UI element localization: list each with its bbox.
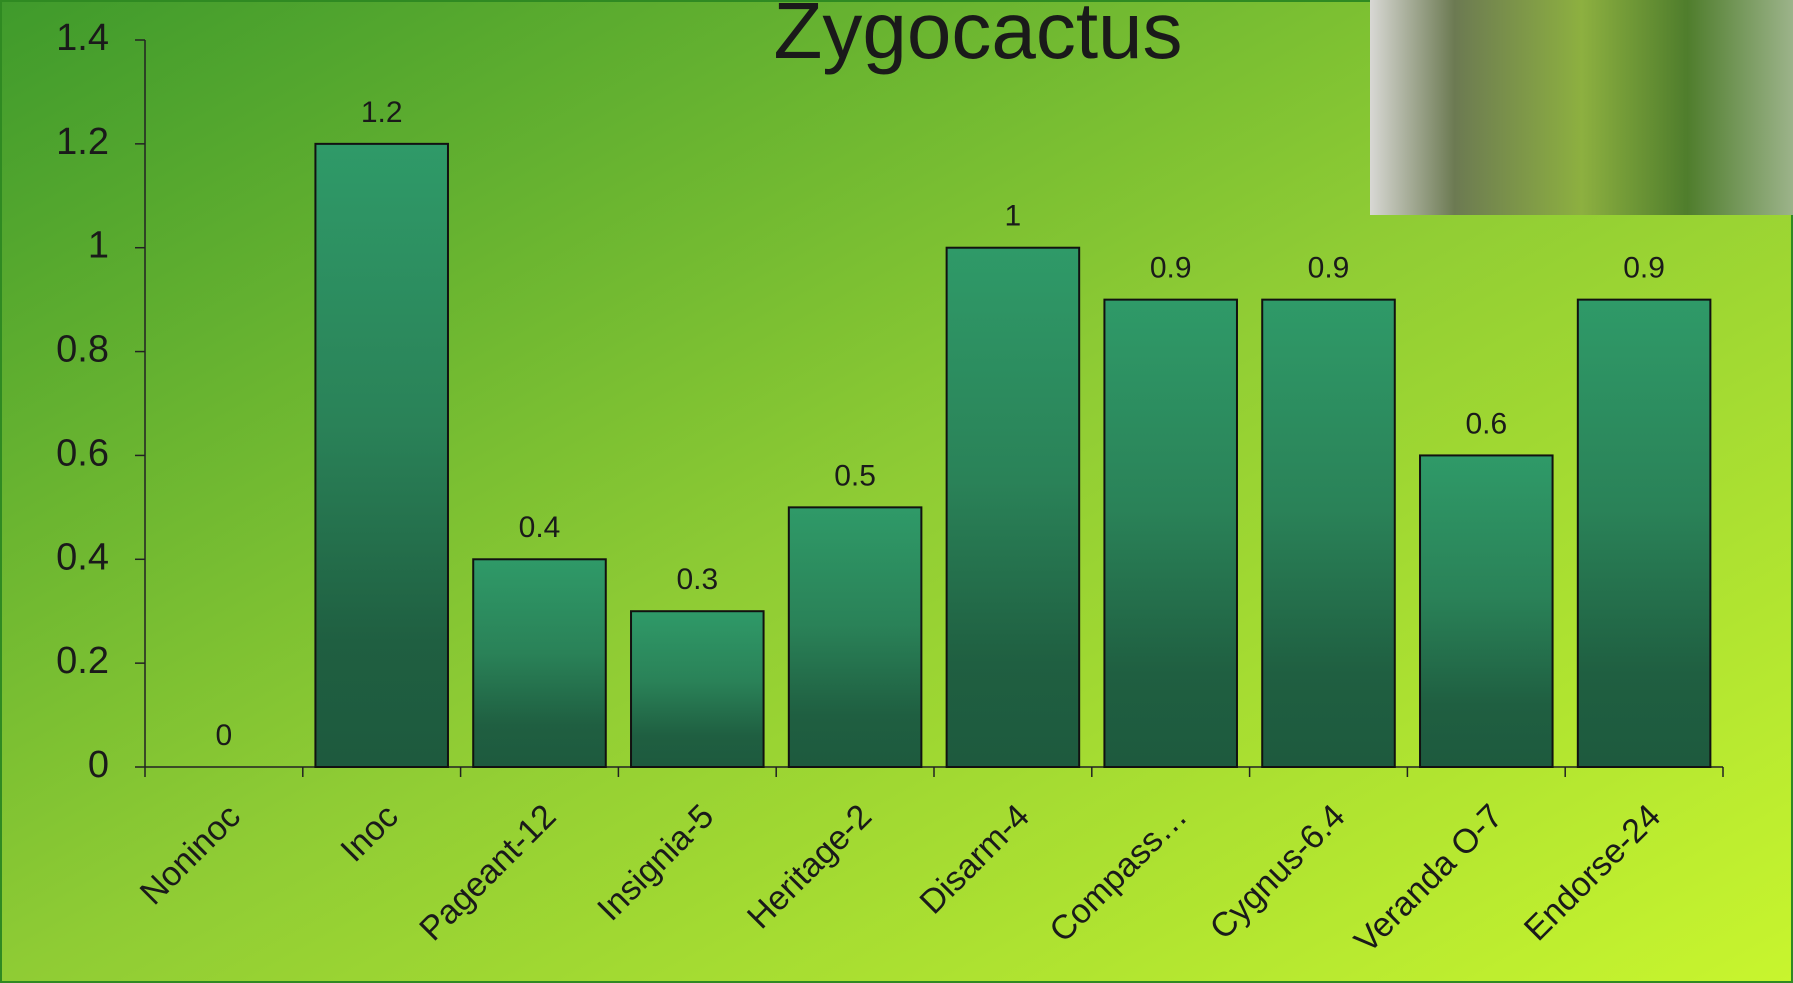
value-label: 1.2 xyxy=(361,96,403,129)
bar xyxy=(631,611,764,767)
y-tick-label: 0.6 xyxy=(56,432,109,474)
chart: Zygocactus 00.20.40.60.811.21.4Noninoc0I… xyxy=(0,0,1793,983)
y-tick-label: 0.4 xyxy=(56,536,109,578)
chart-title: Zygocactus xyxy=(773,0,1182,75)
value-label: 0.4 xyxy=(519,511,561,544)
value-label: 0.6 xyxy=(1465,407,1507,440)
y-tick-label: 0.2 xyxy=(56,640,109,682)
photo xyxy=(1370,0,1793,215)
bar xyxy=(789,507,922,767)
y-tick-label: 0 xyxy=(88,744,109,786)
value-label: 0.9 xyxy=(1150,252,1192,285)
bar xyxy=(1578,300,1711,767)
bar xyxy=(473,559,606,767)
value-label: 1 xyxy=(1005,200,1022,233)
value-label: 0 xyxy=(216,719,233,752)
value-label: 0.5 xyxy=(834,459,876,492)
bar xyxy=(1420,455,1553,767)
bar xyxy=(315,144,448,767)
value-label: 0.3 xyxy=(676,563,718,596)
bar xyxy=(947,248,1080,767)
bar xyxy=(1104,300,1237,767)
value-label: 0.9 xyxy=(1623,252,1665,285)
y-tick-label: 1.2 xyxy=(56,121,109,163)
y-tick-label: 1.4 xyxy=(56,17,109,59)
y-tick-label: 0.8 xyxy=(56,329,109,371)
value-label: 0.9 xyxy=(1308,252,1350,285)
bar xyxy=(1262,300,1395,767)
y-tick-label: 1 xyxy=(88,225,109,267)
